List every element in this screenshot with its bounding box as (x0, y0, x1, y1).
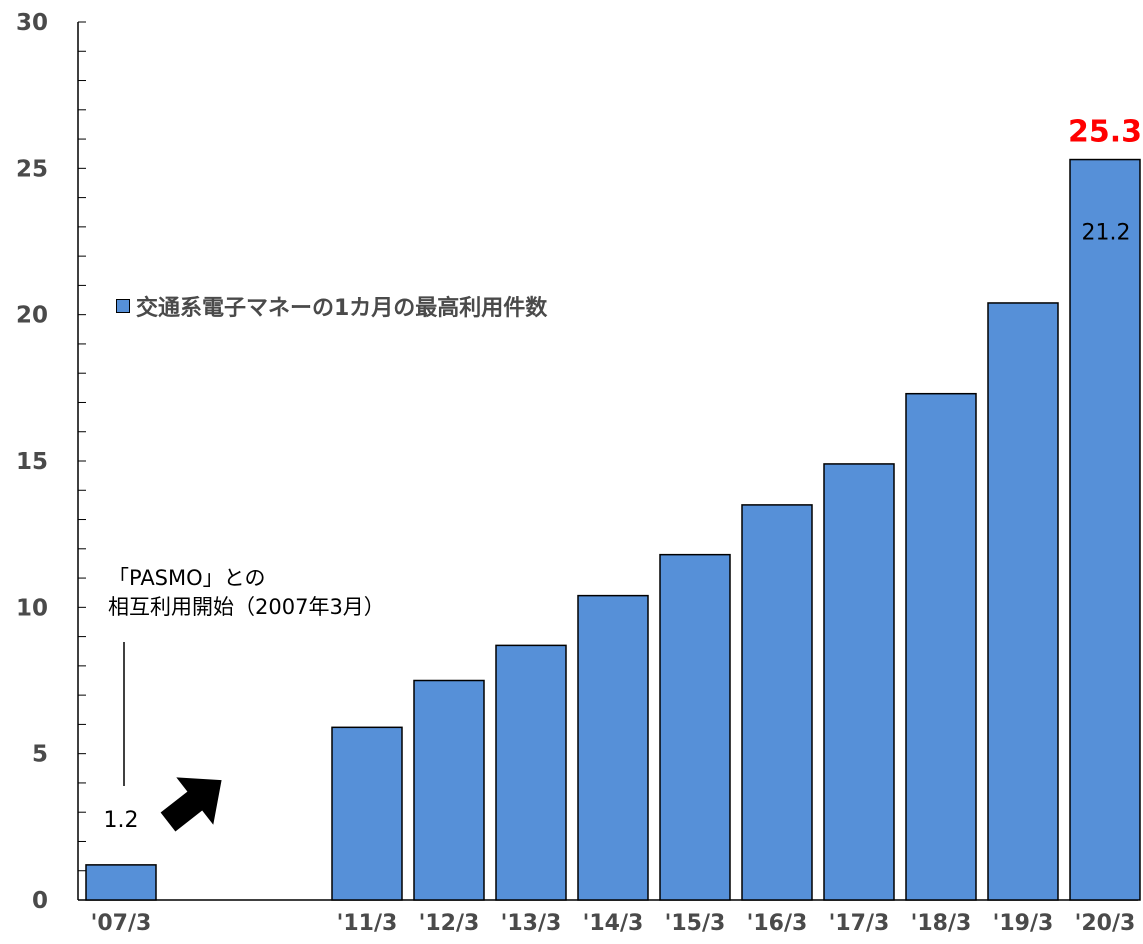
bar (577, 594, 649, 901)
bar (987, 302, 1059, 901)
bar (331, 726, 403, 901)
x-axis: '07/3 '11/3 '12/3 '13/3 '14/3 '15/3 '16/3 '17/3… (78, 899, 1138, 936)
legend-label: 交通系電子マネーの1カ月の最高利用件数 (136, 296, 548, 321)
x-tick-label: '20/3 (1075, 911, 1136, 936)
data-label: 25.3 (1068, 115, 1142, 150)
annotation-line-2: 相互利用開始（2007年3月） (108, 595, 385, 619)
pasmo-annotation: 「PASMO」との 相互利用開始（2007年3月） (108, 564, 385, 622)
y-tick-label: 15 (16, 449, 48, 475)
y-tick-label: 30 (16, 10, 48, 36)
x-tick-label: '17/3 (829, 911, 890, 936)
x-tick-label: '19/3 (993, 911, 1054, 936)
x-tick-label: '14/3 (583, 911, 644, 936)
bar (85, 864, 157, 901)
data-label: 21.2 (1082, 221, 1131, 246)
legend: 交通系電子マネーの1カ月の最高利用件数 (116, 290, 547, 322)
y-tick-label: 10 (16, 595, 48, 621)
annotation-line-1: 「PASMO」との (108, 566, 266, 590)
x-tick-label: '11/3 (337, 911, 398, 936)
legend-swatch (116, 299, 130, 313)
x-tick-label: '07/3 (91, 911, 152, 936)
bar (823, 463, 895, 901)
annotation-decor (123, 642, 222, 832)
x-tick-label: '13/3 (501, 911, 562, 936)
bar (741, 504, 813, 901)
data-label: 1.2 (104, 808, 139, 833)
bar (495, 644, 567, 901)
y-tick-label: 5 (32, 742, 48, 768)
x-tick-label: '16/3 (747, 911, 808, 936)
y-axis: 0 5 10 15 20 25 30 (16, 10, 86, 914)
bars-group (85, 158, 1141, 901)
data-labels-group: 1.2 25.3 21.2 (104, 115, 1143, 833)
bar (905, 392, 977, 901)
x-tick-label: '12/3 (419, 911, 480, 936)
bar (413, 679, 485, 901)
bar (659, 553, 731, 901)
y-tick-label: 25 (16, 156, 48, 182)
y-tick-label: 0 (32, 888, 48, 914)
y-tick-label: 20 (16, 303, 48, 329)
x-tick-label: '18/3 (911, 911, 972, 936)
arrow-icon (160, 777, 222, 832)
x-tick-label: '15/3 (665, 911, 726, 936)
bar (1069, 158, 1141, 901)
